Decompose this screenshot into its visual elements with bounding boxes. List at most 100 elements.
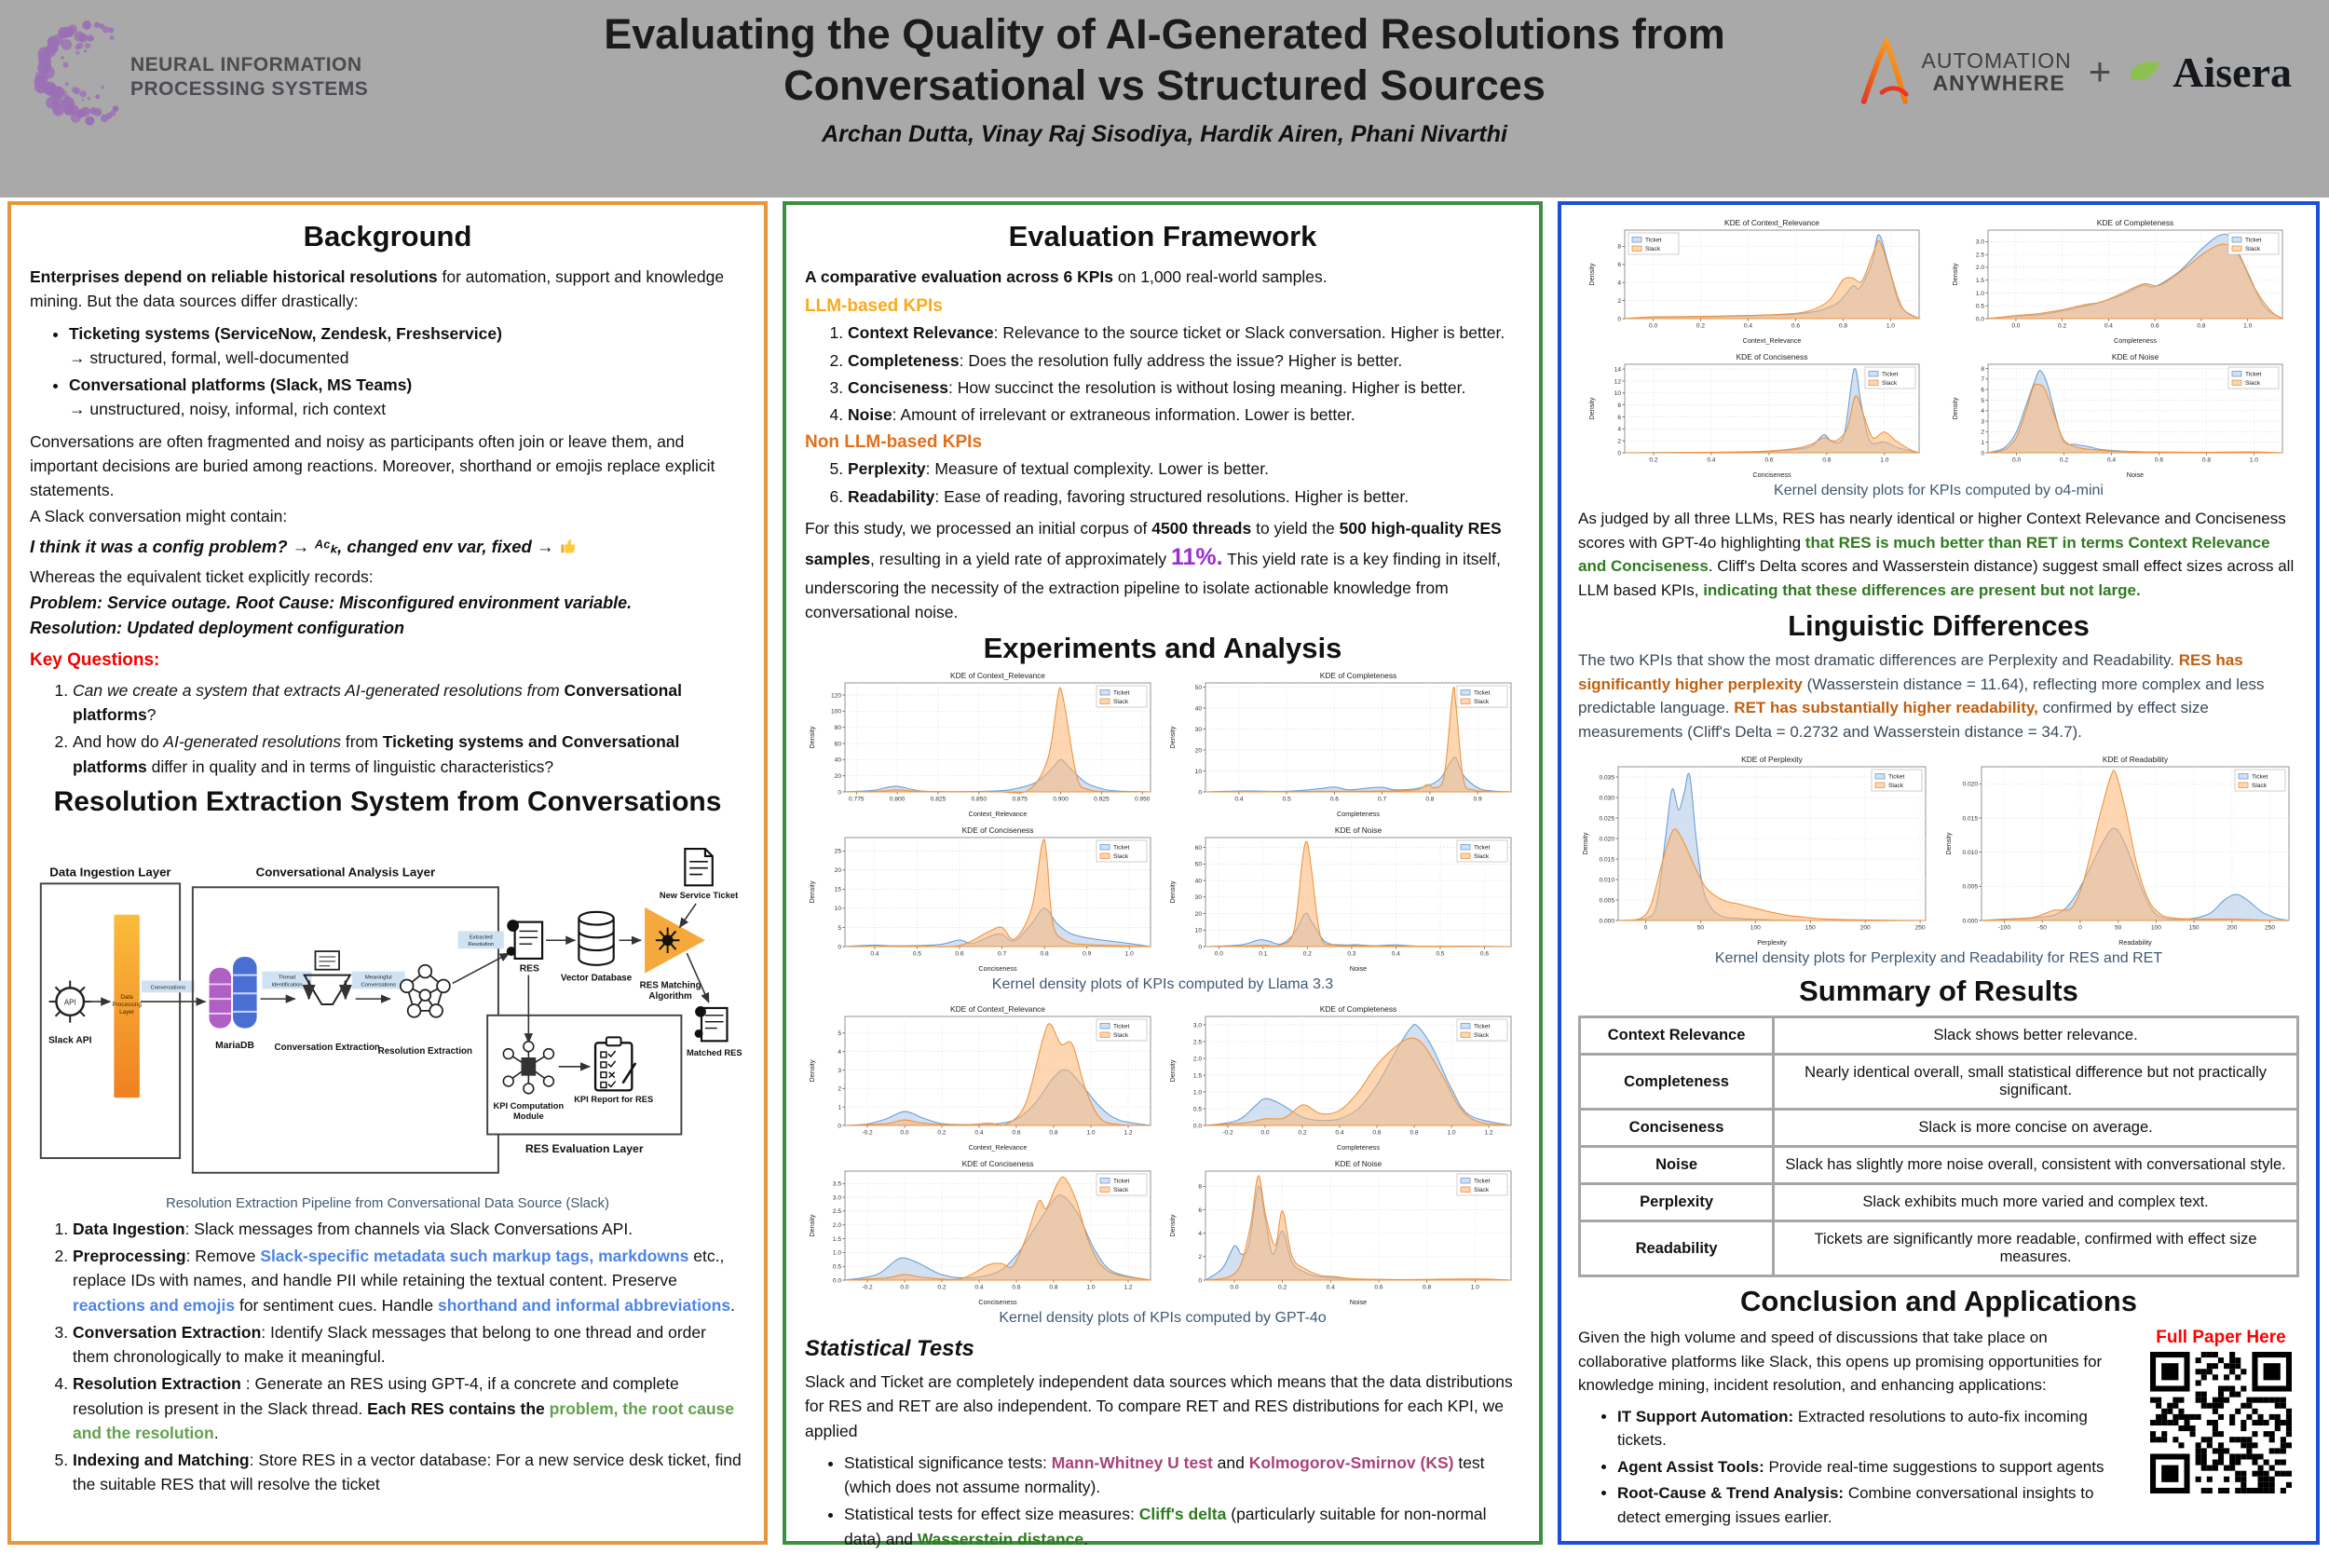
svg-text:14: 14 (1614, 366, 1622, 373)
svg-text:1.0: 1.0 (1192, 1089, 1201, 1096)
automation-anywhere-wordmark: AUTOMATION ANYWHERE (1921, 48, 2072, 95)
svg-text:Thread: Thread (279, 975, 296, 980)
svg-text:Slack: Slack (1882, 380, 1898, 387)
kde-llama-conciseness: 0 5 10 15 20 25 0.4 0.5 0.6 0.7 0.8 0.9 1.0 Ticket Sla… (806, 822, 1160, 975)
svg-text:Slack API: Slack API (48, 1035, 92, 1045)
svg-text:Slack: Slack (1474, 1187, 1490, 1193)
poster-title: Evaluating the Quality of AI-Generated R… (604, 10, 1725, 109)
results-column: 0 2 4 6 8 0.0 0.2 0.4 0.6 0.8 1.0 Ticket Slack KDE of… (1558, 201, 2320, 1545)
thumbs-up-icon (561, 539, 575, 552)
svg-text:Ticket: Ticket (1645, 238, 1662, 244)
svg-text:8: 8 (1198, 1184, 1202, 1191)
svg-text:Ticket: Ticket (1113, 690, 1130, 697)
svg-text:0.000: 0.000 (1599, 918, 1614, 924)
svg-text:0.8: 0.8 (1049, 1130, 1057, 1137)
slack-api-icon: API (48, 980, 91, 1023)
svg-text:0.4: 0.4 (1707, 457, 1715, 464)
svg-text:Context_Relevance: Context_Relevance (1743, 336, 1802, 345)
svg-text:2.5: 2.5 (1976, 252, 1984, 259)
list-item: Conversational platforms (Slack, MS Team… (69, 373, 745, 422)
svg-text:0.030: 0.030 (1599, 795, 1614, 801)
key-questions-heading: Key Questions: (30, 649, 160, 670)
svg-text:2.5: 2.5 (832, 1208, 840, 1215)
svg-text:0.8: 0.8 (1425, 797, 1434, 803)
funnel-icon (302, 949, 352, 1005)
llama-kde-grid: 0 20 40 60 80 100 120 0.775 0.800 0.825 0.850 0.875… (805, 667, 1520, 975)
ticket-example: Problem: Service outage. Root Cause: Mis… (30, 593, 633, 637)
svg-text:0.3: 0.3 (1347, 951, 1355, 958)
svg-text:10: 10 (1194, 769, 1202, 775)
svg-text:Density: Density (1951, 397, 1959, 419)
svg-text:6: 6 (1617, 415, 1621, 421)
neurips-dots-icon (34, 20, 119, 126)
it-support-bullet: IT Support Automation: Extracted resolut… (1617, 1405, 2299, 1452)
agent-assist-bullet: Agent Assist Tools: Provide real-time su… (1617, 1455, 2299, 1479)
kde-o4mini-completeness: 0.0 0.5 1.0 1.5 2.0 2.5 3.0 0.0 0.2 0.4 0.6 0.8 1.0 T… (1949, 214, 2292, 347)
svg-text:Completeness: Completeness (1337, 1143, 1380, 1152)
svg-text:Meaningful: Meaningful (365, 975, 392, 980)
svg-text:0: 0 (2078, 925, 2082, 932)
svg-text:0.6: 0.6 (2155, 457, 2163, 464)
svg-text:2: 2 (1981, 429, 1984, 436)
svg-text:Density: Density (1951, 263, 1959, 285)
svg-text:0.800: 0.800 (889, 797, 905, 803)
evaluation-intro: A comparative evaluation across 6 KPIs o… (805, 267, 1328, 286)
network-icon (399, 963, 451, 1018)
svg-text:12: 12 (1614, 378, 1622, 385)
svg-text:1.0: 1.0 (1447, 1130, 1455, 1137)
svg-text:Slack: Slack (1113, 1187, 1129, 1193)
kpi-completeness: Completeness: Does the resolution fully … (848, 348, 1520, 373)
svg-text:RES Matching: RES Matching (640, 980, 701, 990)
mariadb-icon (209, 956, 257, 1029)
svg-text:25: 25 (834, 849, 841, 855)
svg-text:MariaDB: MariaDB (215, 1041, 254, 1051)
svg-text:API: API (64, 998, 76, 1006)
conclusion-heading: Conclusion and Applications (1740, 1285, 2137, 1317)
kpi-perplexity: Perplexity: Measure of textual complexit… (848, 457, 1520, 481)
svg-text:4: 4 (1981, 408, 1984, 415)
diagram-caption: Resolution Extraction Pipeline from Conv… (165, 1194, 610, 1211)
svg-text:Conversations: Conversations (151, 985, 186, 990)
svg-text:Density: Density (1944, 832, 1953, 854)
svg-text:Density: Density (808, 726, 816, 748)
full-paper-label: Full Paper Here (2156, 1328, 2286, 1347)
svg-text:Conciseness: Conciseness (1752, 470, 1791, 479)
svg-text:KDE of Context_Relevance: KDE of Context_Relevance (950, 1004, 1045, 1014)
svg-text:0.7: 0.7 (1378, 797, 1386, 803)
svg-text:Conversation Extraction: Conversation Extraction (275, 1043, 380, 1053)
svg-text:2: 2 (1617, 439, 1621, 445)
svg-text:0.4: 0.4 (974, 1130, 983, 1137)
svg-text:1.0: 1.0 (1124, 951, 1133, 958)
svg-text:Algorithm: Algorithm (648, 991, 692, 1002)
svg-text:3.0: 3.0 (1192, 1022, 1201, 1029)
svg-text:Context_Relevance: Context_Relevance (968, 810, 1027, 818)
qr-code[interactable] (2143, 1352, 2299, 1498)
svg-text:1.5: 1.5 (832, 1236, 840, 1243)
svg-text:0.2: 0.2 (2058, 323, 2066, 330)
svg-text:Density: Density (808, 880, 816, 903)
svg-text:1.0: 1.0 (2243, 323, 2252, 330)
svg-text:0.020: 0.020 (1599, 836, 1614, 842)
svg-text:4: 4 (1617, 427, 1621, 433)
o4mini-kde-grid: 0 2 4 6 8 0.0 0.2 0.4 0.6 0.8 1.0 Ticket Slack KDE of… (1578, 214, 2299, 481)
background-column: Background Enterprises depend on reliabl… (7, 201, 768, 1545)
yield-paragraph: For this study, we processed an initial … (805, 518, 1502, 621)
svg-text:0.005: 0.005 (1962, 884, 1978, 891)
svg-text:2: 2 (1617, 298, 1621, 305)
svg-text:Completeness: Completeness (1337, 810, 1380, 818)
svg-text:Conciseness: Conciseness (978, 964, 1017, 973)
gpt4o-caption: Kernel density plots of KPIs computed by… (999, 1310, 1327, 1326)
background-intro: Enterprises depend on reliable historica… (30, 267, 725, 311)
llm-kpi-list: Context Relevance: Relevance to the sour… (805, 320, 1520, 427)
aisera-wordmark: Aisera (2172, 48, 2292, 96)
svg-text:0.0: 0.0 (1192, 1123, 1201, 1129)
kpi-report-icon (593, 1036, 637, 1092)
svg-text:Density: Density (1168, 880, 1177, 903)
kde-gpt4o-context-relevance: 0 1 2 3 4 5 -0.2 0.0 0.2 0.4 0.6 0.8 1.0 1.2 Ticket Sla… (806, 1001, 1160, 1153)
svg-text:3.5: 3.5 (832, 1181, 840, 1188)
svg-text:Conversational Analysis Layer: Conversational Analysis Layer (256, 865, 435, 879)
svg-text:8: 8 (1981, 366, 1984, 373)
svg-text:3.0: 3.0 (832, 1194, 840, 1201)
kde-gpt4o-noise: 0 2 4 6 8 0.0 0.2 0.4 0.6 0.8 1.0 Ticket Slack KDE of… (1166, 1155, 1520, 1308)
svg-text:RES: RES (520, 963, 539, 974)
